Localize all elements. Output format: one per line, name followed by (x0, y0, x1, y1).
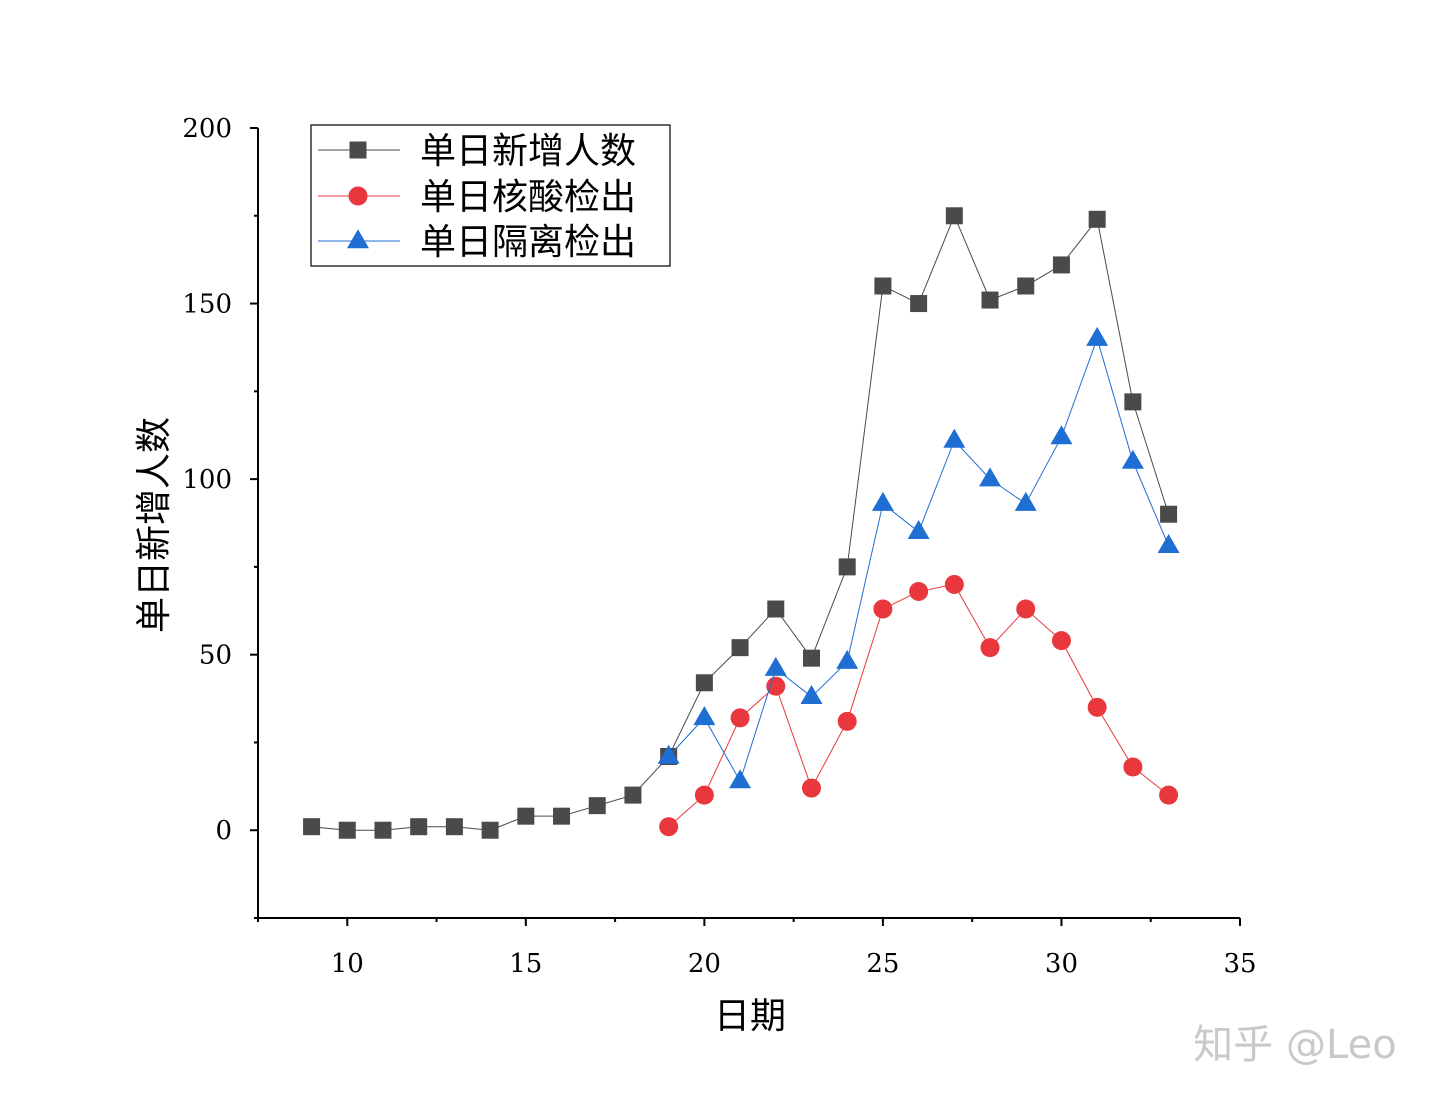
series-1 (303, 207, 1178, 839)
series-layer (303, 207, 1180, 839)
data-point (1157, 534, 1180, 554)
data-point (800, 685, 823, 705)
data-point (1017, 277, 1035, 295)
y-tick-label: 100 (182, 465, 232, 495)
data-point (873, 599, 893, 619)
series-2 (659, 574, 1179, 837)
x-tick-label: 10 (331, 949, 364, 979)
data-point (695, 674, 713, 692)
data-point (1086, 326, 1109, 346)
data-point (1016, 599, 1036, 619)
data-point (1050, 425, 1073, 445)
axes: 0 50 100 150 200 10 15 20 25 30 35 (182, 114, 1256, 979)
data-point (801, 778, 821, 798)
data-point (1123, 757, 1143, 777)
data-point (837, 711, 857, 731)
data-point (481, 821, 499, 839)
data-point (1159, 785, 1179, 805)
legend-label: 单日隔离检出 (420, 222, 636, 263)
data-point (445, 818, 463, 836)
x-axis-title: 日期 (714, 996, 786, 1037)
data-point (657, 744, 680, 764)
x-tick-label: 25 (866, 949, 899, 979)
data-point (836, 649, 859, 669)
y-tick-label: 0 (215, 816, 232, 846)
legend-marker (349, 141, 367, 159)
data-point (303, 818, 321, 836)
data-point (944, 574, 964, 594)
x-tick-label: 20 (688, 949, 721, 979)
data-point (1052, 256, 1070, 274)
legend-marker (348, 186, 368, 206)
data-point (374, 821, 392, 839)
x-tick-label: 15 (509, 949, 542, 979)
data-point (907, 519, 930, 539)
data-point (945, 207, 963, 225)
data-point (730, 708, 750, 728)
data-point (1051, 631, 1071, 651)
x-tick-label: 30 (1045, 949, 1078, 979)
data-point (766, 676, 786, 696)
data-point (871, 491, 894, 511)
data-point (553, 807, 571, 825)
y-axis-title: 单日新增人数 (134, 417, 175, 633)
data-point (588, 797, 606, 815)
data-point (731, 639, 749, 657)
data-point (1014, 491, 1037, 511)
y-tick-label: 150 (182, 290, 232, 320)
data-point (1160, 505, 1178, 523)
data-point (694, 785, 714, 805)
data-point (338, 821, 356, 839)
y-tick-label: 50 (199, 641, 232, 671)
data-point (943, 428, 966, 448)
data-point (767, 600, 785, 618)
legend-marker (347, 229, 369, 249)
data-point (693, 706, 716, 726)
data-point (980, 638, 1000, 658)
series-line (311, 214, 1170, 831)
data-point (802, 649, 820, 667)
data-point (910, 295, 928, 313)
data-point (981, 291, 999, 309)
data-point (1124, 393, 1142, 411)
legend-label: 单日新增人数 (420, 131, 636, 172)
data-point (659, 817, 679, 837)
data-point (1121, 449, 1144, 469)
data-point (979, 467, 1002, 487)
data-point (764, 656, 787, 676)
data-point (838, 558, 856, 576)
data-point (1088, 210, 1106, 228)
y-tick-label: 200 (182, 114, 232, 144)
data-point (624, 786, 642, 804)
legend-label: 单日核酸检出 (420, 177, 636, 218)
data-point (874, 277, 892, 295)
data-point (909, 581, 929, 601)
data-point (1087, 697, 1107, 717)
data-point (517, 807, 535, 825)
watermark: 知乎 @Leo (1193, 1022, 1396, 1068)
x-tick-label: 35 (1223, 949, 1256, 979)
data-point (410, 818, 428, 836)
series-3 (657, 326, 1180, 789)
data-point (729, 769, 752, 789)
